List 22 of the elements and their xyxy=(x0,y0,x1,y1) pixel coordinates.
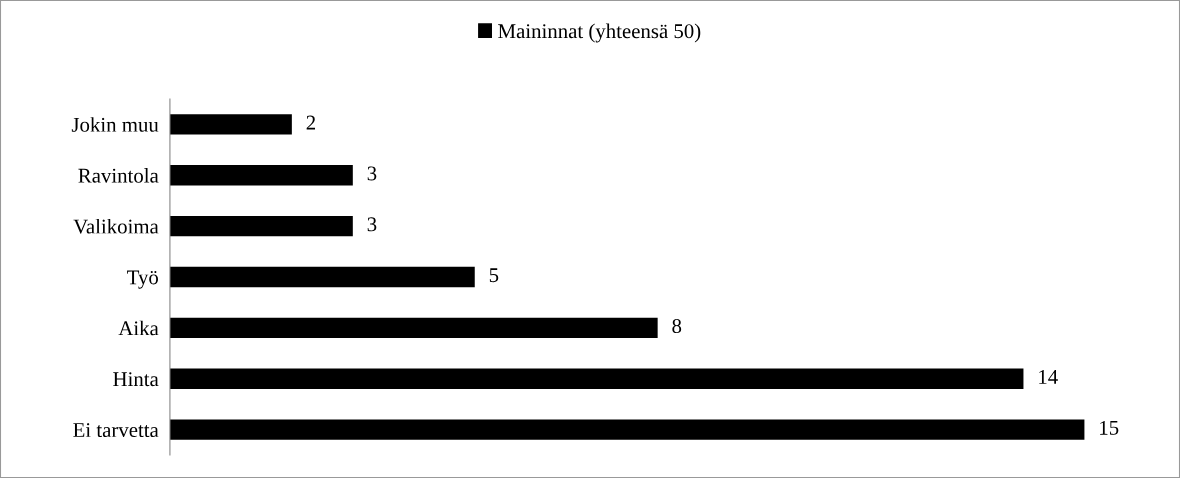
y-tick-label: Hinta xyxy=(113,372,159,387)
y-tick-label: Valikoima xyxy=(73,218,159,234)
data-label: 3 xyxy=(367,217,377,232)
legend-label: Maininnat (yhteensä 50) xyxy=(498,23,701,43)
bar xyxy=(169,419,1085,440)
data-label: 3 xyxy=(367,166,377,181)
y-tick-label: Aika xyxy=(118,320,159,336)
data-label: 15 xyxy=(1100,420,1119,435)
y-tick-label: Ei tarvetta xyxy=(73,423,159,438)
data-label: 5 xyxy=(489,268,499,283)
bar xyxy=(169,165,353,186)
bar xyxy=(169,368,1024,389)
y-tick-label: Työ xyxy=(127,270,159,289)
bar xyxy=(169,266,475,288)
bar xyxy=(169,114,292,135)
bar xyxy=(169,317,658,339)
y-tick-label: Ravintola xyxy=(78,168,159,183)
data-label: 2 xyxy=(306,115,316,130)
bar xyxy=(169,215,353,237)
data-label: 8 xyxy=(672,319,682,334)
y-tick-label: Jokin muu xyxy=(71,117,159,132)
data-label: 14 xyxy=(1039,370,1058,384)
